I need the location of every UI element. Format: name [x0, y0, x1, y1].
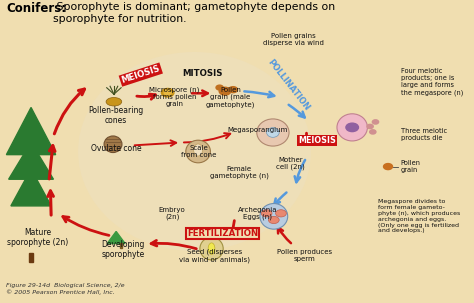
Ellipse shape — [186, 140, 210, 163]
Polygon shape — [11, 169, 51, 206]
Circle shape — [164, 90, 171, 95]
Text: Microspore (n)
forms pollen
grain: Microspore (n) forms pollen grain — [149, 87, 200, 108]
Circle shape — [383, 164, 392, 170]
Text: Three meiotic
products die: Three meiotic products die — [401, 128, 447, 142]
Circle shape — [370, 130, 376, 134]
Circle shape — [373, 120, 379, 124]
Circle shape — [219, 87, 231, 95]
Ellipse shape — [208, 243, 215, 254]
Circle shape — [346, 123, 358, 132]
Text: Four meiotic
products; one is
large and forms
the megaspore (n): Four meiotic products; one is large and … — [401, 68, 463, 96]
Circle shape — [367, 124, 373, 128]
Text: Pollen-bearing
cones: Pollen-bearing cones — [89, 106, 144, 125]
Ellipse shape — [267, 128, 279, 137]
Text: Developing
sporophyte: Developing sporophyte — [101, 240, 145, 259]
Text: FERTILIZATION: FERTILIZATION — [187, 229, 258, 238]
Polygon shape — [29, 252, 33, 261]
Circle shape — [161, 88, 174, 97]
Text: Mother
cell (2n): Mother cell (2n) — [276, 157, 305, 170]
Text: Pollen produces
sperm: Pollen produces sperm — [277, 249, 332, 262]
Polygon shape — [120, 244, 121, 248]
Text: Female
gametophyte (n): Female gametophyte (n) — [210, 166, 269, 179]
Text: Megasporangium: Megasporangium — [227, 127, 287, 133]
Circle shape — [216, 85, 223, 90]
Text: Scale
from cone: Scale from cone — [182, 145, 217, 158]
Text: Conifers:: Conifers: — [7, 2, 66, 15]
Ellipse shape — [200, 237, 223, 260]
Text: Pollen
grain: Pollen grain — [401, 160, 420, 173]
Text: Mature
sporophyte (2n): Mature sporophyte (2n) — [7, 228, 68, 247]
Polygon shape — [7, 108, 55, 155]
Text: POLLINATION: POLLINATION — [266, 58, 311, 112]
Text: MITOSIS: MITOSIS — [182, 68, 222, 78]
Text: Megaspore divides to
form female gameto-
phyte (n), which produces
archegonia an: Megaspore divides to form female gameto-… — [378, 199, 460, 233]
Text: Archegonia
Eggs (n): Archegonia Eggs (n) — [237, 207, 277, 220]
Text: Figure 29-14d  Biological Science, 2/e
© 2005 Pearson Prentice Hall, Inc.: Figure 29-14d Biological Science, 2/e © … — [7, 283, 125, 295]
Ellipse shape — [78, 52, 311, 251]
Text: Pollen
grain (male
gametophyte): Pollen grain (male gametophyte) — [206, 87, 255, 108]
Polygon shape — [107, 231, 125, 244]
Ellipse shape — [337, 114, 367, 141]
Text: MEIOSIS: MEIOSIS — [299, 136, 337, 145]
Ellipse shape — [104, 136, 122, 152]
Ellipse shape — [106, 98, 122, 106]
Text: Embryo
(2n): Embryo (2n) — [159, 207, 185, 220]
Text: Pollen grains
disperse via wind: Pollen grains disperse via wind — [263, 33, 323, 46]
Text: MEIOSIS: MEIOSIS — [120, 64, 161, 85]
Circle shape — [275, 210, 286, 217]
Ellipse shape — [257, 119, 289, 146]
Circle shape — [261, 210, 272, 217]
Ellipse shape — [260, 204, 288, 229]
Text: Seed (disperses
via wind or animals): Seed (disperses via wind or animals) — [179, 248, 250, 263]
Circle shape — [228, 87, 237, 93]
Text: Ovulate cone: Ovulate cone — [91, 144, 141, 153]
Circle shape — [268, 216, 279, 224]
Polygon shape — [9, 142, 54, 179]
Text: Sporophyte is dominant; gametophyte depends on
sporophyte for nutrition.: Sporophyte is dominant; gametophyte depe… — [54, 2, 336, 24]
Ellipse shape — [194, 144, 202, 156]
